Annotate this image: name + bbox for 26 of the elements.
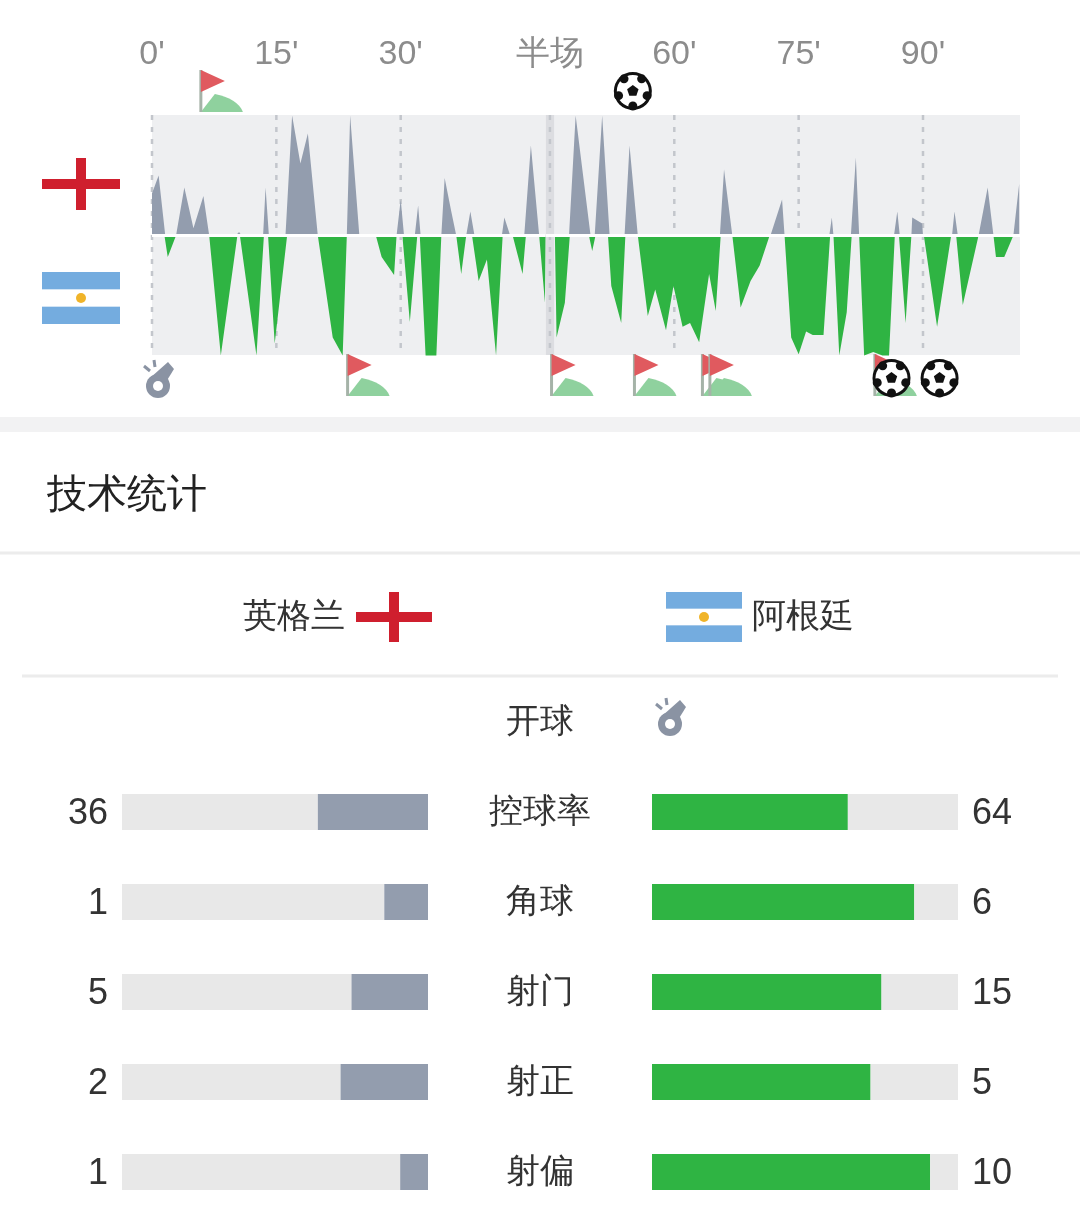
data-label: 6: [972, 881, 993, 922]
data-label: 15: [972, 971, 1013, 1012]
category-label: 射偏: [506, 1151, 574, 1189]
data-label: 5: [972, 1061, 993, 1102]
category-label: 开球: [506, 701, 574, 739]
text: 阿根廷: [752, 596, 854, 634]
x-tick-label: 60': [652, 33, 697, 71]
category-label: 控球率: [489, 791, 591, 829]
data-label: 36: [67, 791, 108, 832]
data-label: 10: [972, 1151, 1013, 1192]
category-label: 角球: [506, 881, 574, 919]
x-tick-label: 30': [378, 33, 423, 71]
text: 技术统计: [46, 471, 207, 515]
x-tick-label: 0': [139, 33, 165, 71]
x-tick-label: 15': [254, 33, 299, 71]
data-label: 1: [87, 881, 108, 922]
x-tick-label: 75': [776, 33, 821, 71]
text: 英格兰: [243, 596, 345, 634]
x-tick-label: 90': [900, 33, 946, 71]
data-label: 5: [87, 971, 108, 1012]
category-label: 射门: [506, 971, 574, 1009]
x-tick-label: 半场: [515, 33, 584, 71]
data-label: 1: [87, 1151, 108, 1192]
data-label: 2: [87, 1061, 108, 1102]
data-label: 64: [972, 791, 1013, 832]
category-label: 射正: [506, 1061, 574, 1099]
